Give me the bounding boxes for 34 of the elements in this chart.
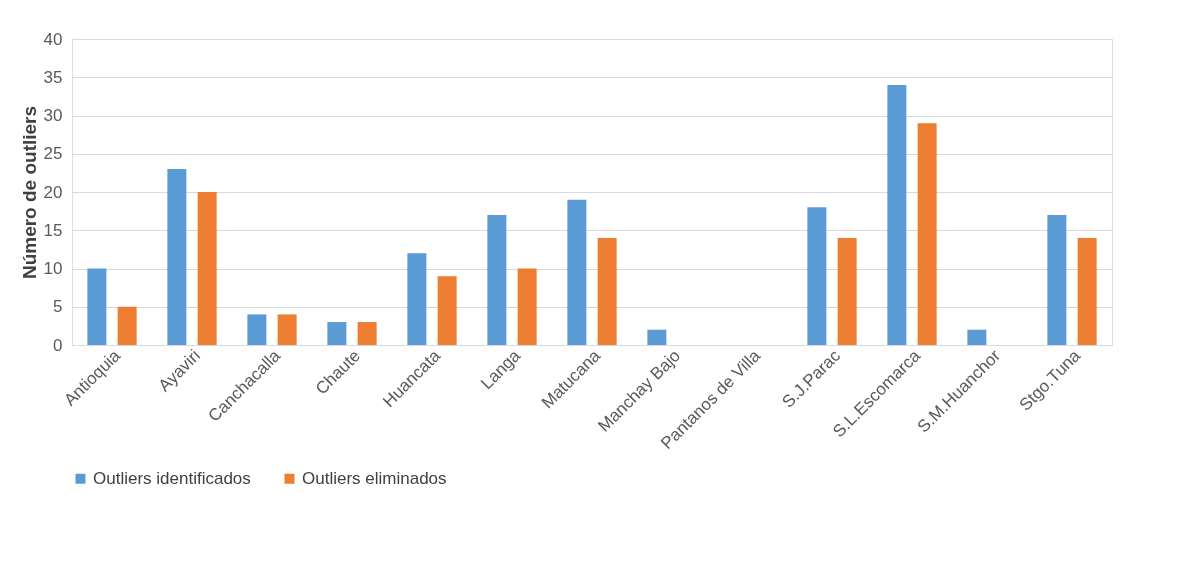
- y-tick-label: 15: [43, 220, 63, 240]
- y-tick-label: 25: [43, 144, 63, 164]
- bar: [197, 192, 217, 345]
- bar: [1077, 237, 1097, 345]
- bar: [807, 207, 827, 345]
- bar: [87, 268, 107, 345]
- bar: [327, 322, 347, 345]
- bar: [837, 237, 857, 345]
- y-tick-label: 30: [43, 106, 63, 125]
- y-tick-label: 5: [53, 297, 63, 317]
- bar: [1047, 214, 1067, 345]
- y-tick-label: 20: [43, 182, 63, 202]
- bar: [167, 169, 187, 345]
- bar: [967, 329, 987, 345]
- bar: [567, 199, 587, 345]
- bar: [407, 253, 427, 345]
- bar: [917, 123, 937, 345]
- bar: [357, 322, 377, 345]
- legend-label: Outliers eliminados: [302, 468, 447, 488]
- y-tick-label: 10: [43, 259, 63, 278]
- bar: [597, 237, 617, 345]
- y-tick-label: 35: [43, 67, 63, 87]
- bar: [647, 329, 667, 345]
- y-axis-title: Número de outliers: [18, 105, 40, 280]
- bar: [117, 306, 137, 345]
- bar: [517, 268, 537, 345]
- y-tick-label: 0: [53, 335, 63, 355]
- bar: [487, 214, 507, 345]
- y-tick-label: 40: [43, 29, 63, 49]
- bar: [437, 276, 457, 345]
- bar: [277, 314, 297, 345]
- bar: [887, 84, 907, 345]
- legend-label: Outliers identificados: [93, 468, 251, 488]
- bar: [247, 314, 267, 345]
